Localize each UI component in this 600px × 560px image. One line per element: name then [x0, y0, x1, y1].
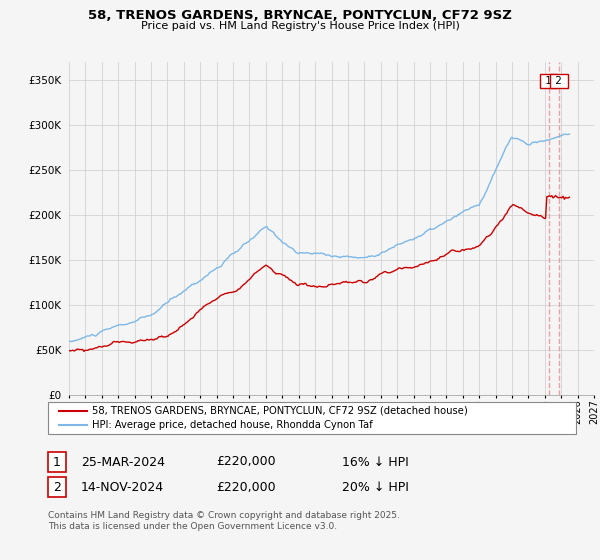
Text: 25-MAR-2024: 25-MAR-2024: [81, 455, 165, 469]
Text: 2: 2: [53, 480, 61, 494]
Text: HPI: Average price, detached house, Rhondda Cynon Taf: HPI: Average price, detached house, Rhon…: [92, 420, 373, 430]
Text: Price paid vs. HM Land Registry's House Price Index (HPI): Price paid vs. HM Land Registry's House …: [140, 21, 460, 31]
Text: 14-NOV-2024: 14-NOV-2024: [81, 480, 164, 494]
Text: Contains HM Land Registry data © Crown copyright and database right 2025.
This d: Contains HM Land Registry data © Crown c…: [48, 511, 400, 531]
Text: 1: 1: [542, 76, 555, 86]
Text: 16% ↓ HPI: 16% ↓ HPI: [342, 455, 409, 469]
Text: 58, TRENOS GARDENS, BRYNCAE, PONTYCLUN, CF72 9SZ (detached house): 58, TRENOS GARDENS, BRYNCAE, PONTYCLUN, …: [92, 405, 467, 416]
Text: £220,000: £220,000: [216, 480, 275, 494]
Text: 1: 1: [53, 455, 61, 469]
Text: 20% ↓ HPI: 20% ↓ HPI: [342, 480, 409, 494]
Text: £220,000: £220,000: [216, 455, 275, 469]
Text: 58, TRENOS GARDENS, BRYNCAE, PONTYCLUN, CF72 9SZ: 58, TRENOS GARDENS, BRYNCAE, PONTYCLUN, …: [88, 9, 512, 22]
Text: 2: 2: [553, 76, 566, 86]
